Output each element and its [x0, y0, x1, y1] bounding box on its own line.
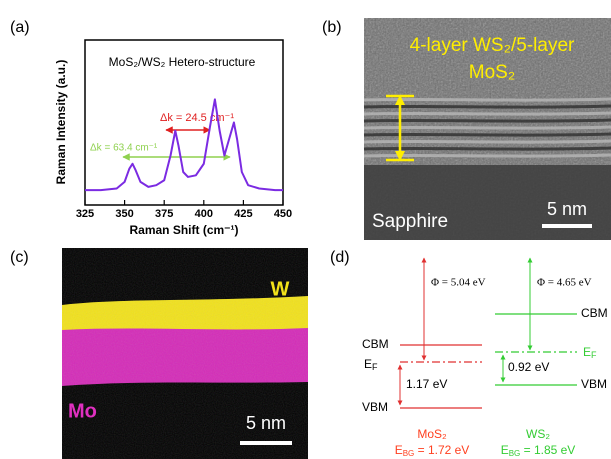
- offset-label: 1.17 eV: [406, 377, 447, 391]
- figure-canvas: (a) MoS₂/WS₂ Hetero-structure Δk = 24.5 …: [0, 0, 611, 459]
- subscript: BG: [403, 449, 415, 458]
- x-axis-label: Raman Shift (cm⁻¹): [129, 223, 238, 237]
- x-tick-label: 425: [234, 208, 252, 220]
- image-title: 4-layer WS₂/5-layer: [410, 35, 575, 56]
- subscript: BG: [509, 449, 521, 458]
- subscript: F: [591, 350, 597, 360]
- plot-annotation: Δk = 24.5 cm⁻¹: [160, 112, 234, 124]
- plot-annotation: Δk = 63.4 cm⁻¹: [90, 143, 158, 154]
- y-axis-label: Raman Intensity (a.u.): [54, 60, 68, 185]
- panel-label: (d): [330, 249, 350, 266]
- level-label: CBM: [362, 337, 389, 351]
- plot-annotation: MoS₂/WS₂ Hetero-structure: [109, 55, 256, 69]
- substrate-label: Sapphire: [372, 211, 448, 232]
- material-label: WS₂: [526, 427, 550, 441]
- x-tick-label: 450: [274, 208, 292, 220]
- image-title: MoS₂: [469, 62, 515, 83]
- eds-map: W Mo 5 nm: [62, 248, 308, 459]
- x-tick-label: 325: [76, 208, 94, 220]
- level-label: CBM: [581, 306, 608, 320]
- work-function: Φ = 5.04 eV: [431, 277, 486, 289]
- offset-label: 0.92 eV: [508, 360, 549, 374]
- element-label: Mo: [68, 400, 97, 422]
- x-tick-label: 400: [195, 208, 213, 220]
- scale-bar: [240, 441, 292, 445]
- symbol: E: [583, 345, 591, 359]
- fermi-label: EF: [583, 345, 597, 360]
- subscript: F: [372, 362, 378, 372]
- raman-plot: MoS₂/WS₂ Hetero-structure Δk = 24.5 cm⁻¹…: [54, 40, 292, 237]
- scale-bar: [542, 224, 592, 228]
- symbol: E: [395, 443, 403, 457]
- material-label: MoS₂: [417, 427, 447, 441]
- x-tick-label: 375: [155, 208, 173, 220]
- value: = 1.72 eV: [414, 443, 469, 457]
- panel-label: (a): [10, 19, 30, 36]
- band-diagram: Φ = 5.04 eV Φ = 4.65 eV CBM CBM VBM VBM …: [362, 258, 608, 458]
- panel-label: (c): [10, 249, 29, 266]
- band-gap: EBG = 1.72 eV: [395, 443, 470, 458]
- scale-label: 5 nm: [547, 199, 587, 219]
- symbol: E: [501, 443, 509, 457]
- value: = 1.85 eV: [520, 443, 575, 457]
- fermi-label: EF: [364, 357, 378, 372]
- band-gap: EBG = 1.85 eV: [501, 443, 576, 458]
- scale-label: 5 nm: [246, 413, 286, 433]
- symbol: E: [364, 357, 372, 371]
- figure: (a) MoS₂/WS₂ Hetero-structure Δk = 24.5 …: [0, 0, 611, 459]
- tem-image: 4-layer WS₂/5-layer MoS₂ Sapphire 5 nm: [364, 18, 611, 240]
- level-label: VBM: [362, 400, 388, 414]
- level-label: VBM: [581, 377, 607, 391]
- panel-label: (b): [322, 19, 342, 36]
- element-label: W: [271, 278, 290, 300]
- x-tick-label: 350: [115, 208, 133, 220]
- work-function: Φ = 4.65 eV: [537, 277, 592, 289]
